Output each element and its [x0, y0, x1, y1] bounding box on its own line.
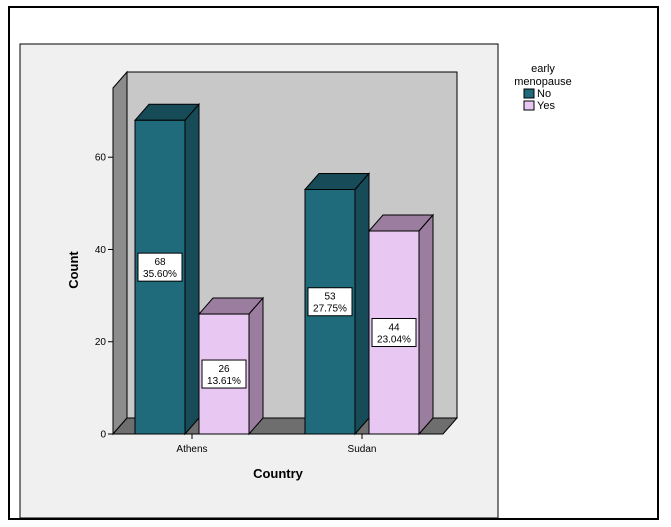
data-label-count: 53	[324, 292, 336, 303]
y-tick-label: 20	[95, 337, 107, 348]
legend-swatch-yes	[523, 100, 535, 111]
legend-label-no: No	[537, 88, 551, 100]
data-label-box	[307, 287, 353, 317]
legend-title-line-1: early	[531, 63, 555, 75]
data-label-count: 26	[218, 364, 230, 375]
bar-side-face	[248, 296, 264, 436]
data-label-count: 44	[388, 323, 400, 334]
chart-left-wall	[112, 70, 128, 436]
data-label-box	[137, 252, 183, 282]
x-tick-label-sudan: Sudan	[348, 444, 377, 455]
y-axis: 0 20 40 60	[95, 153, 113, 441]
bar-side-face	[418, 213, 434, 436]
data-label-percent: 35.60%	[143, 269, 177, 280]
x-axis: Athens Sudan	[176, 434, 376, 455]
y-tick-label: 40	[95, 245, 107, 256]
x-axis-title: Country	[253, 466, 304, 481]
x-tick-label-athens: Athens	[176, 444, 207, 455]
legend-label-yes: Yes	[537, 100, 555, 112]
data-label-percent: 13.61%	[207, 376, 241, 387]
bar-side-face	[184, 102, 200, 436]
bar-side-face	[354, 172, 370, 436]
y-axis-title: Count	[66, 251, 81, 289]
legend-title-line-2: menopause	[514, 76, 572, 88]
data-label-percent: 23.04%	[377, 335, 411, 346]
data-label-box	[371, 318, 417, 348]
legend: early menopause No Yes	[514, 63, 572, 112]
y-tick-label: 0	[100, 430, 106, 441]
y-tick-label: 60	[95, 153, 107, 164]
data-label-count: 68	[154, 257, 166, 268]
data-label-percent: 27.75%	[313, 304, 347, 315]
data-label-box	[201, 359, 247, 389]
legend-swatch-no	[523, 88, 535, 99]
